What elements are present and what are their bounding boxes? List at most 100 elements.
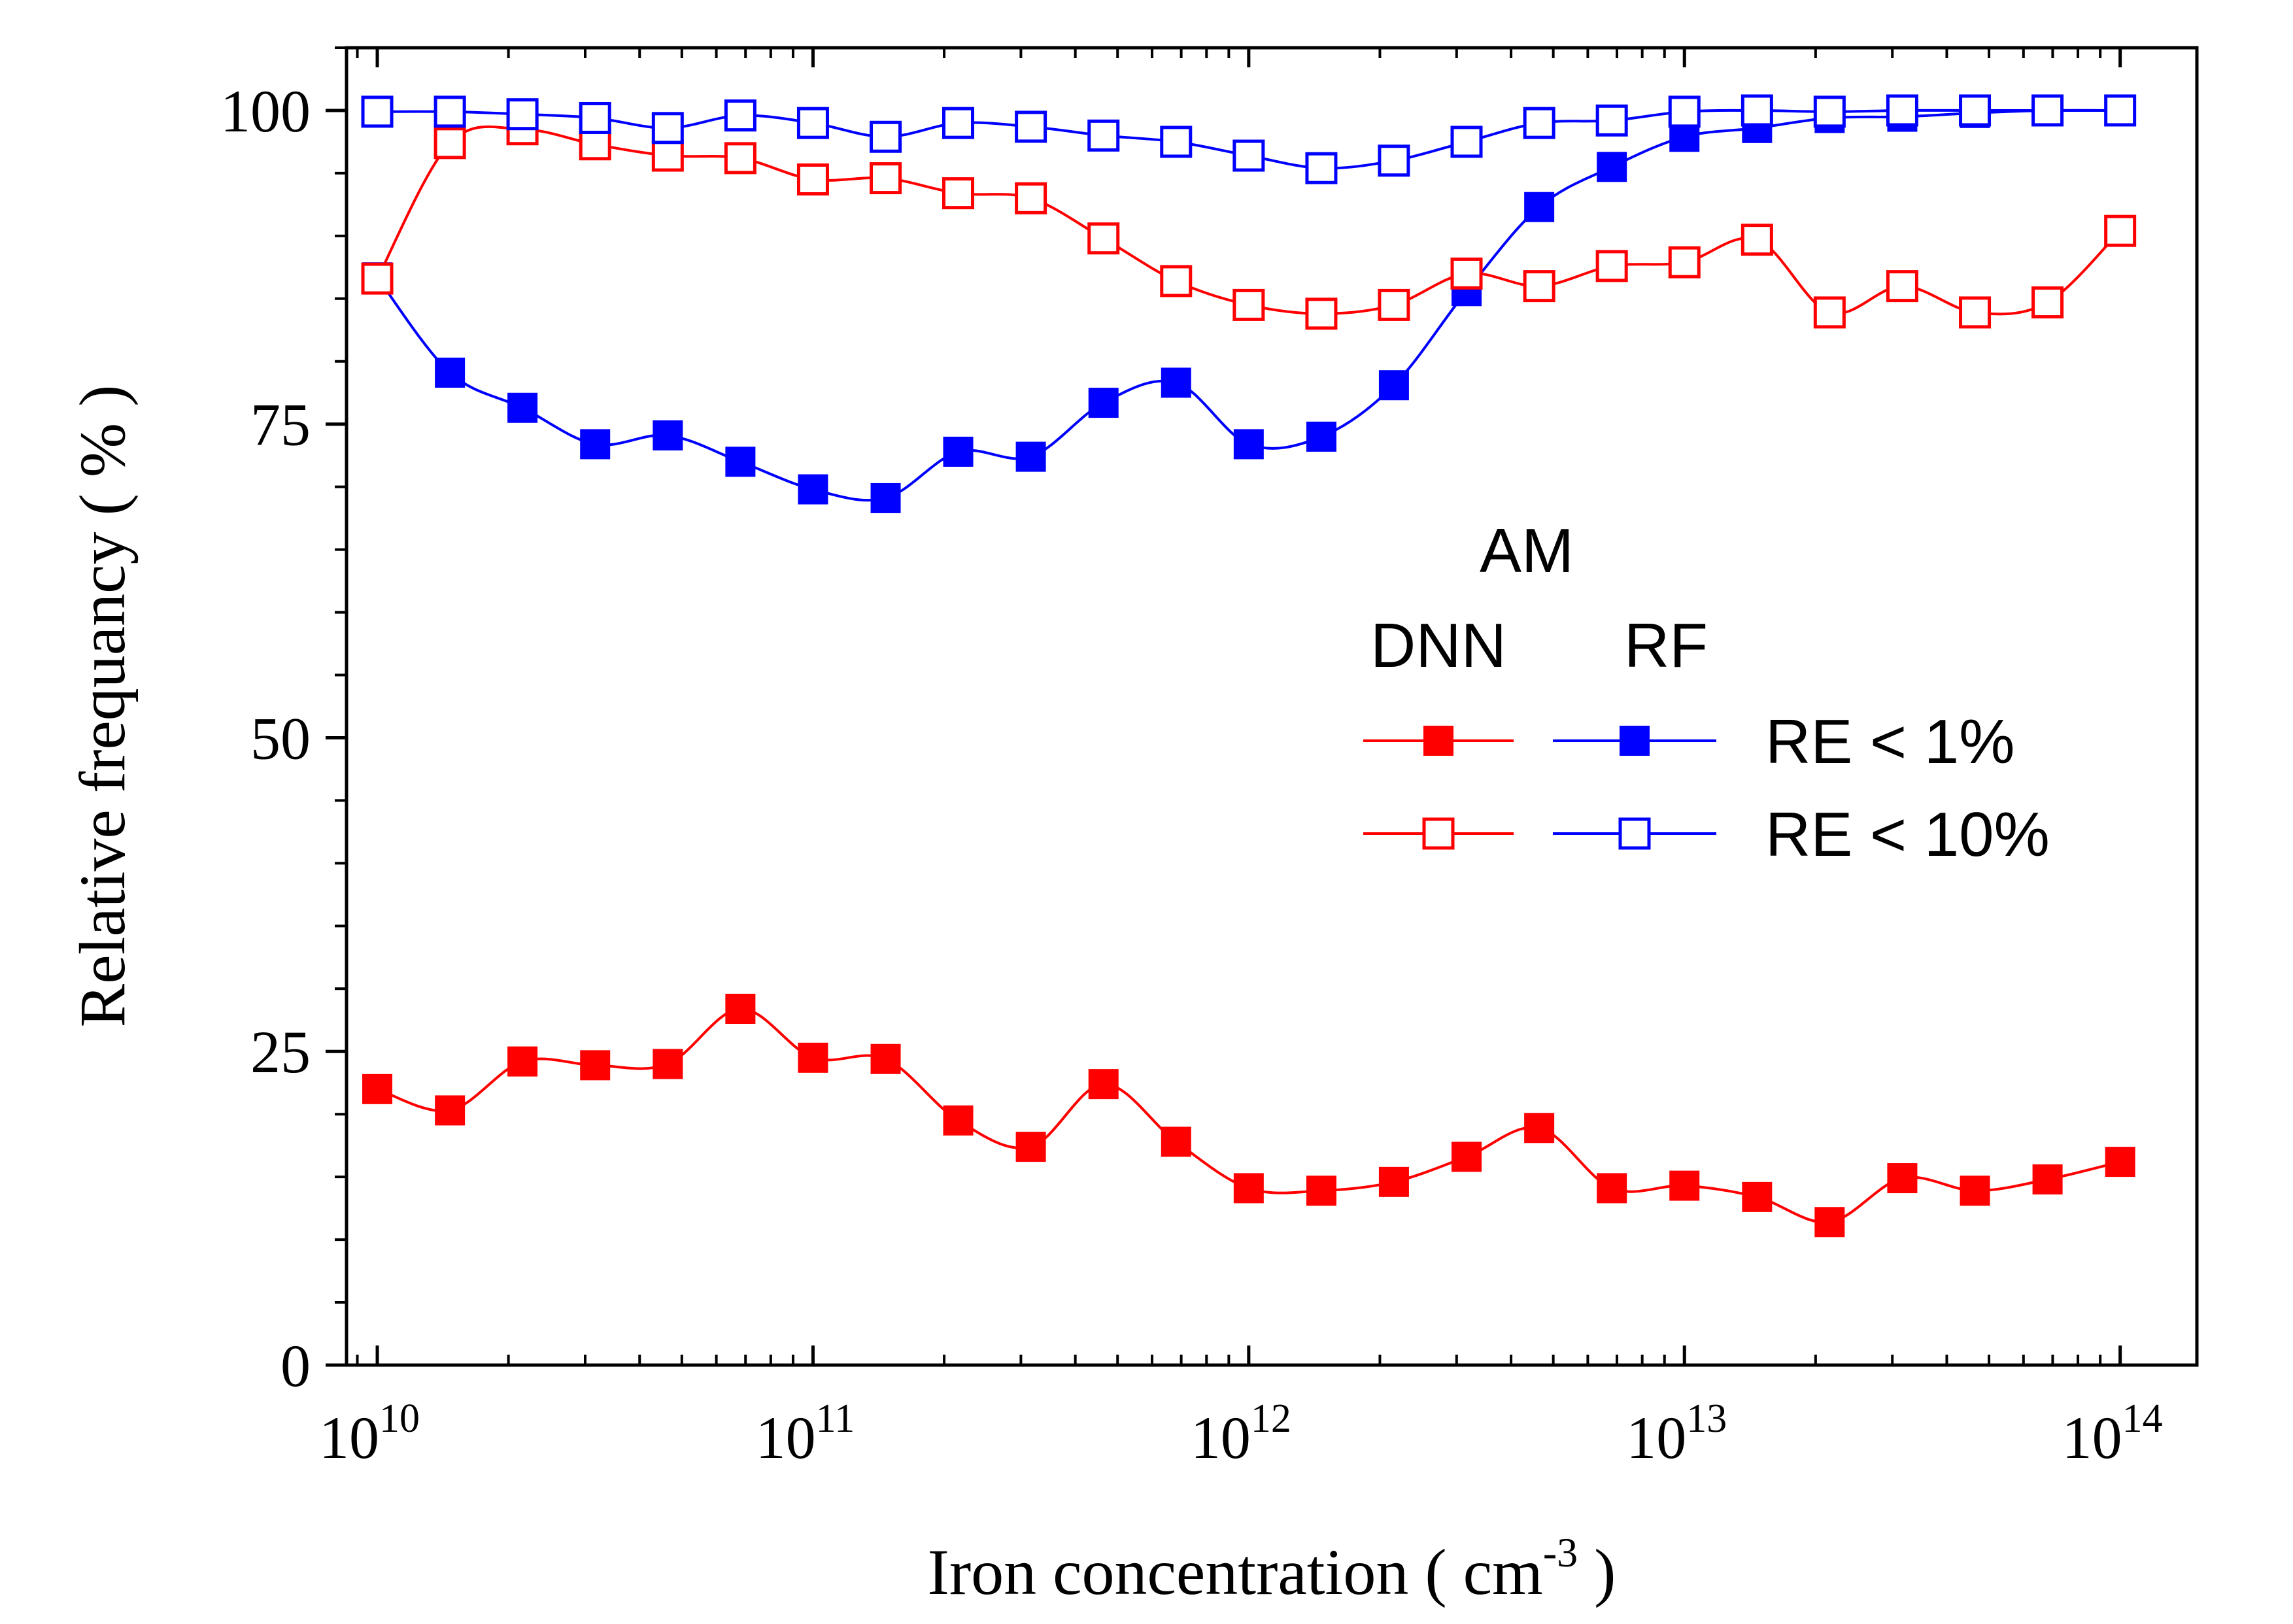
data-point-rf-re-lt-1 <box>1306 421 1336 452</box>
data-point-dnn-re-lt-10 <box>433 127 466 160</box>
legend-rows: RE < 1% RE < 10% <box>1363 707 2050 870</box>
data-point-dnn-re-lt-1 <box>1597 1173 1627 1204</box>
y-tick-label: 0 <box>280 1332 311 1399</box>
data-point-rf-re-lt-10 <box>506 98 539 131</box>
plot-area-border <box>345 46 2199 1367</box>
data-point-dnn-re-lt-1 <box>1524 1113 1555 1143</box>
data-point-rf-re-lt-1 <box>1378 370 1409 401</box>
data-point-dnn-re-lt-1 <box>653 1049 683 1079</box>
data-point-dnn-re-lt-10 <box>361 262 394 295</box>
data-point-dnn-re-lt-10 <box>870 162 902 195</box>
data-point-dnn-re-lt-1 <box>1233 1173 1264 1204</box>
data-point-dnn-re-lt-1 <box>1015 1132 1046 1162</box>
y-axis-ticks <box>326 46 347 1367</box>
y-axis-label: Relative frequancy ( % ) <box>66 385 139 1028</box>
x-tick-label: 1014 <box>2062 1396 2163 1471</box>
x-tick-label: 1011 <box>756 1396 855 1471</box>
data-point-dnn-re-lt-10 <box>2104 214 2137 247</box>
x-tick-label-base: 10 <box>1626 1404 1686 1471</box>
data-point-dnn-re-lt-1 <box>2032 1164 2063 1194</box>
series-dnn-re-lt-1 <box>362 993 2135 1238</box>
plot-frame <box>345 46 2199 1367</box>
data-point-rf-re-lt-1 <box>653 420 683 450</box>
data-point-rf-re-lt-10 <box>1305 152 1338 184</box>
data-point-rf-re-lt-10 <box>1378 144 1410 177</box>
data-point-dnn-re-lt-1 <box>580 1050 611 1081</box>
legend-header: AM <box>1480 516 1574 586</box>
x-axis-ticks <box>356 48 2122 1365</box>
data-point-dnn-re-lt-1 <box>435 1095 466 1126</box>
data-point-dnn-re-lt-1 <box>1887 1163 1918 1194</box>
data-point-dnn-re-lt-1 <box>943 1105 974 1136</box>
data-point-dnn-re-lt-10 <box>2031 286 2064 319</box>
x-tick-label-base: 10 <box>1191 1404 1251 1471</box>
x-tick-label-base: 10 <box>319 1404 379 1471</box>
data-point-dnn-re-lt-1 <box>1960 1176 1990 1206</box>
data-point-rf-re-lt-1 <box>943 436 974 467</box>
series-layer <box>361 94 2137 1238</box>
data-point-dnn-re-lt-1 <box>725 993 756 1024</box>
data-point-rf-re-lt-10 <box>1668 95 1701 128</box>
x-tick-label-exponent: 13 <box>1686 1396 1727 1441</box>
x-tick-label-exponent: 11 <box>816 1396 855 1441</box>
data-point-rf-re-lt-10 <box>1595 104 1628 137</box>
data-point-dnn-re-lt-1 <box>1378 1166 1409 1197</box>
data-point-dnn-re-lt-10 <box>1741 224 1773 256</box>
data-point-rf-re-lt-1 <box>1088 388 1119 418</box>
data-point-dnn-re-lt-1 <box>1669 1170 1700 1201</box>
data-point-dnn-re-lt-10 <box>579 128 611 161</box>
x-tick-label: 1012 <box>1191 1396 1291 1471</box>
data-point-dnn-re-lt-10 <box>942 177 975 210</box>
data-point-dnn-re-lt-10 <box>1232 288 1265 321</box>
data-point-rf-re-lt-10 <box>724 99 756 132</box>
data-point-dnn-re-lt-10 <box>1087 222 1120 255</box>
y-axis-tick-labels: 0 25 50 75 100 <box>220 78 311 1399</box>
legend-marker-dnn <box>1422 817 1455 850</box>
data-point-dnn-re-lt-10 <box>1305 297 1338 330</box>
x-tick-label-base: 10 <box>2062 1404 2122 1471</box>
data-point-rf-re-lt-10 <box>870 120 902 153</box>
data-point-dnn-re-lt-1 <box>798 1042 828 1073</box>
x-axis-label-close: ) <box>1578 1536 1616 1608</box>
data-point-dnn-re-lt-10 <box>1668 246 1701 279</box>
data-point-rf-re-lt-10 <box>361 95 394 128</box>
x-tick-label-exponent: 10 <box>379 1396 420 1441</box>
x-tick-label-base: 10 <box>756 1404 816 1471</box>
data-point-rf-re-lt-1 <box>1161 367 1191 398</box>
data-point-rf-re-lt-10 <box>1087 119 1120 152</box>
data-point-rf-re-lt-10 <box>651 112 684 144</box>
data-point-dnn-re-lt-10 <box>1886 270 1918 303</box>
data-point-rf-re-lt-10 <box>2031 94 2064 127</box>
legend-row-label: RE < 1% <box>1765 707 2015 777</box>
data-point-dnn-re-lt-10 <box>1015 182 1047 214</box>
y-tick-label: 75 <box>250 392 311 458</box>
data-point-dnn-re-lt-10 <box>724 142 756 175</box>
series-dnn-re-lt-10 <box>361 113 2137 330</box>
data-point-dnn-re-lt-10 <box>1813 296 1846 329</box>
legend-row: RE < 1% <box>1363 707 2015 777</box>
data-point-dnn-re-lt-1 <box>1306 1176 1336 1206</box>
y-tick-label: 50 <box>250 705 311 771</box>
x-axis-label-text: Iron concentration ( cm <box>928 1536 1543 1608</box>
data-point-rf-re-lt-1 <box>1233 429 1264 460</box>
data-point-dnn-re-lt-10 <box>1450 257 1483 290</box>
data-point-rf-re-lt-10 <box>1232 139 1265 172</box>
data-point-dnn-re-lt-10 <box>796 163 829 195</box>
data-point-dnn-re-lt-1 <box>1742 1181 1773 1212</box>
data-point-dnn-re-lt-1 <box>2105 1147 2135 1177</box>
data-point-rf-re-lt-10 <box>2104 94 2137 127</box>
data-point-dnn-re-lt-1 <box>507 1046 538 1077</box>
legend-row-label: RE < 10% <box>1765 800 2050 870</box>
data-point-rf-re-lt-1 <box>1597 152 1627 182</box>
data-point-rf-re-lt-1 <box>725 447 756 477</box>
data-point-rf-re-lt-1 <box>870 482 901 513</box>
data-point-dnn-re-lt-1 <box>1452 1142 1482 1172</box>
x-tick-label-exponent: 12 <box>1251 1396 1291 1441</box>
data-point-rf-re-lt-1 <box>798 474 828 505</box>
legend-marker-rf <box>1618 817 1651 850</box>
x-tick-label-exponent: 14 <box>2122 1396 2163 1441</box>
data-point-dnn-re-lt-1 <box>1814 1207 1845 1238</box>
data-point-rf-re-lt-1 <box>580 429 611 460</box>
